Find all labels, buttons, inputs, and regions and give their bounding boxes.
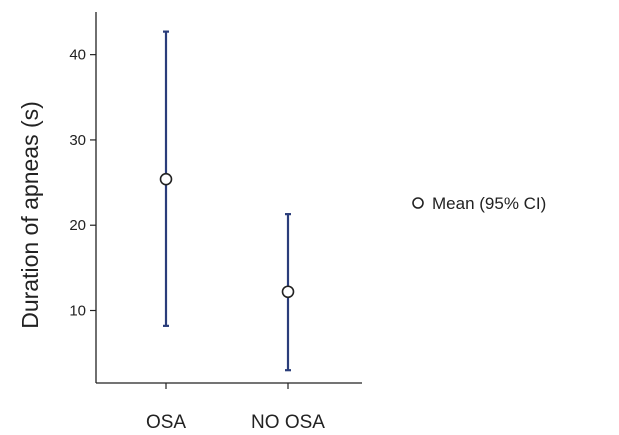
plot-area: 10 20 30 40 OSA NO OSA [69,12,362,433]
mean-point [159,172,173,186]
x-tick-label: OSA [146,412,186,433]
y-axis-title: Duration of apneas (s) [17,101,43,329]
y-tick-label: 20 [69,217,86,234]
legend-marker-icon [412,197,424,209]
y-tick-label: 30 [69,132,86,149]
x-tick-label: NO OSA [251,412,325,433]
legend: Mean (95% CI) [412,194,546,213]
y-tick-label: 40 [69,47,86,64]
legend-label: Mean (95% CI) [432,194,546,213]
y-tick-label: 10 [69,303,86,320]
mean-point [281,285,295,299]
